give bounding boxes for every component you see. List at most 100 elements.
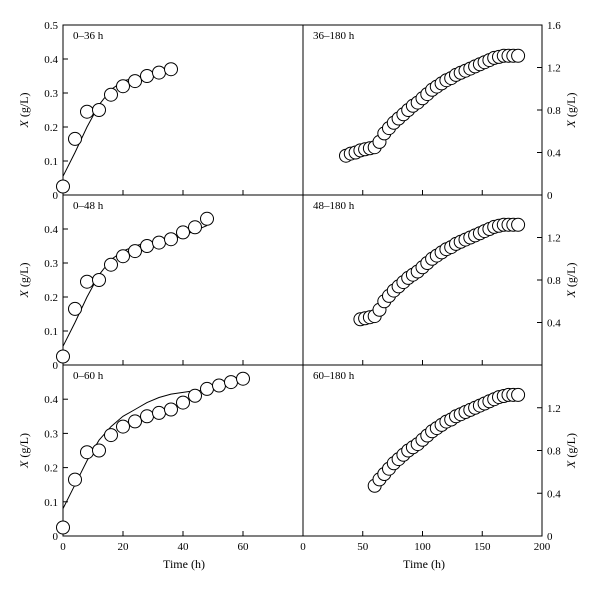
- data-point-left-2: [188, 220, 202, 235]
- fit-line-left-3: [62, 390, 207, 509]
- y-tick-label-left-2: 0.4: [44, 224, 58, 236]
- data-point-left-2: [116, 249, 130, 264]
- data-point-left-3: [128, 414, 142, 429]
- data-point-left-2: [56, 349, 70, 364]
- x-tick-label-right-3: 200: [534, 541, 551, 553]
- x-tick-label-left-3: 60: [238, 541, 250, 553]
- y-tick-label-right-1: 0.8: [547, 105, 561, 117]
- data-point-left-3: [212, 378, 226, 393]
- y-axis-label-unit: (g/L): [17, 433, 31, 461]
- y-tick-label-left-2: 0: [53, 360, 59, 372]
- y-tick-label-right-3: 0: [547, 531, 553, 543]
- y-tick-label-left-3: 0.1: [44, 497, 58, 509]
- data-point-left-3: [152, 405, 166, 420]
- y-tick-label-right-1: 0: [547, 190, 553, 202]
- data-point-left-3: [104, 428, 118, 443]
- y-axis-label-var: X: [17, 460, 31, 469]
- data-point-left-3: [56, 520, 70, 535]
- y-tick-label-left-2: 0.2: [44, 292, 58, 304]
- y-tick-label-left-1: 0.5: [44, 20, 58, 32]
- data-point-left-2: [104, 257, 118, 272]
- data-point-left-1: [152, 65, 166, 80]
- y-tick-label-right-1: 1.2: [547, 63, 561, 75]
- data-point-left-1: [80, 104, 94, 119]
- data-point-left-3: [68, 472, 82, 487]
- panel-label-right-2: 48–180 h: [313, 200, 355, 212]
- y-tick-label-right-1: 1.6: [547, 20, 561, 32]
- y-tick-label-right-2: 0.8: [547, 275, 561, 287]
- y-tick-label-right-3: 0.4: [547, 488, 561, 500]
- data-point-left-2: [128, 244, 142, 259]
- data-point-right-3: [511, 387, 526, 402]
- y-tick-label-left-1: 0.3: [44, 88, 58, 100]
- data-point-left-2: [176, 225, 190, 240]
- data-point-left-3: [188, 388, 202, 403]
- y-tick-label-left-1: 0.4: [44, 54, 58, 66]
- x-tick-label-right-3: 150: [474, 541, 491, 553]
- data-point-left-3: [80, 445, 94, 460]
- data-point-right-1: [511, 48, 526, 63]
- x-tick-label-left-3: 0: [60, 541, 66, 553]
- y-tick-label-right-2: 0.4: [547, 318, 561, 330]
- data-point-left-2: [164, 232, 178, 247]
- x-tick-label-right-3: 50: [357, 541, 369, 553]
- data-point-left-3: [164, 402, 178, 417]
- data-point-left-1: [116, 79, 130, 94]
- x-tick-label-left-3: 40: [178, 541, 190, 553]
- y-tick-label-left-3: 0: [53, 531, 59, 543]
- y-tick-label-left-3: 0.3: [44, 428, 58, 440]
- y-tick-label-left-3: 0.2: [44, 463, 58, 475]
- data-point-left-1: [140, 69, 154, 83]
- panel-frame: [62, 24, 543, 537]
- data-point-left-2: [152, 235, 166, 250]
- data-point-left-3: [176, 395, 190, 410]
- y-tick-label-left-1: 0.1: [44, 156, 58, 168]
- y-axis-label-var: X: [17, 290, 31, 299]
- y-axis-label-right-2: X (g/L): [564, 262, 578, 298]
- y-tick-label-left-1: 0.2: [44, 122, 58, 134]
- y-axis-label-unit: (g/L): [564, 262, 578, 290]
- panel-label-right-3: 60–180 h: [313, 370, 355, 382]
- y-axis-label-unit: (g/L): [17, 92, 31, 120]
- data-point-left-1: [56, 179, 70, 194]
- y-tick-label-left-3: 0.4: [44, 394, 58, 406]
- y-axis-label-right-1: X (g/L): [564, 92, 578, 128]
- data-point-left-3: [140, 409, 154, 424]
- y-tick-label-left-2: 0.3: [44, 258, 58, 270]
- y-tick-label-left-2: 0.1: [44, 326, 58, 338]
- data-point-left-1: [164, 62, 178, 77]
- left-x-axis-label: Time (h): [163, 557, 205, 571]
- y-axis-label-var: X: [17, 120, 31, 129]
- data-point-left-1: [68, 131, 82, 146]
- panel-label-left-3: 0–60 h: [73, 370, 104, 382]
- x-tick-label-right-3: 100: [414, 541, 431, 553]
- data-point-left-3: [224, 375, 238, 390]
- data-point-right-2: [511, 217, 526, 232]
- y-tick-label-right-2: 1.2: [547, 233, 561, 245]
- series-layer: [56, 48, 526, 535]
- y-tick-label-left-1: 0: [53, 190, 59, 202]
- y-tick-label-right-3: 0.8: [547, 446, 561, 458]
- y-axis-label-left-2: X (g/L): [17, 262, 31, 298]
- x-tick-label-left-3: 20: [118, 541, 130, 553]
- right-x-axis-label: Time (h): [403, 557, 445, 571]
- data-point-left-1: [92, 103, 106, 117]
- y-axis-label-unit: (g/L): [17, 262, 31, 290]
- data-point-left-2: [80, 274, 94, 289]
- panel-label-left-2: 0–48 h: [73, 200, 104, 212]
- y-axis-label-left-1: X (g/L): [17, 92, 31, 128]
- data-point-left-3: [116, 419, 130, 434]
- fit-line-right-3: [374, 394, 519, 488]
- y-axis-label-right-3: X (g/L): [564, 433, 578, 469]
- y-axis-label-var: X: [564, 460, 578, 469]
- data-point-left-3: [200, 381, 214, 396]
- data-point-left-2: [200, 211, 214, 226]
- data-point-left-2: [140, 239, 154, 253]
- x-tick-label-right-3: 0: [300, 541, 306, 553]
- data-point-left-1: [128, 74, 142, 89]
- data-point-left-3: [236, 371, 250, 386]
- labels-layer: 0–36 h 0 0.1 0.2 0.3 0.4 0.5 X (g/L) 36–180 h 0 0.…: [17, 20, 578, 553]
- data-point-left-1: [104, 87, 118, 102]
- data-point-left-2: [68, 301, 82, 316]
